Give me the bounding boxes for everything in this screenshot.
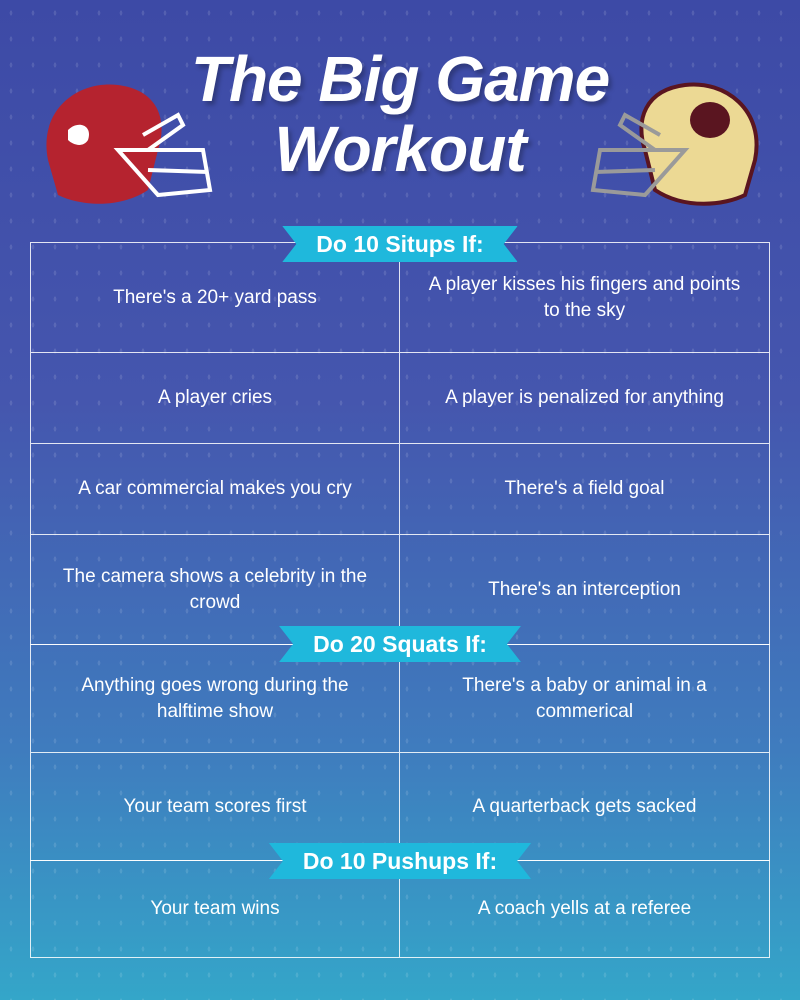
- situps-cell: A player is penalized for anything: [445, 387, 724, 408]
- situps-table: There's a 20+ yard pass A player kisses h…: [30, 242, 770, 645]
- pushups-cell: A coach yells at a referee: [477, 898, 692, 919]
- situps-cell: The camera shows a celebrity in the crow…: [31, 535, 400, 644]
- situps-cell: A player cries: [31, 353, 400, 443]
- situps-cell: There's a 20+ yard pass: [31, 243, 400, 352]
- situps-cell: There's a field goal: [504, 478, 665, 499]
- situps-cell: A car commercial makes you cry: [31, 444, 400, 534]
- red-helmet-icon: [46, 84, 213, 204]
- situps-banner: Do 10 Situps If:: [282, 226, 517, 262]
- situps-cell: A player kisses his fingers and points t…: [428, 273, 741, 321]
- yellow-helmet-icon: [590, 82, 759, 206]
- pushups-banner: Do 10 Pushups If:: [269, 843, 531, 879]
- pushups-cell: Your team wins: [31, 861, 400, 957]
- squats-cell: Anything goes wrong during the halftime …: [31, 645, 400, 752]
- situps-cell: There's an interception: [488, 578, 681, 600]
- squats-table: Anything goes wrong during the halftime …: [30, 644, 770, 861]
- title-line-1: The Big Game: [190, 43, 610, 115]
- squats-cell: Your team scores first: [31, 753, 400, 860]
- title-line-2: Workout: [274, 113, 526, 185]
- squats-cell: There's a baby or animal in a commerical: [462, 674, 707, 722]
- squats-banner: Do 20 Squats If:: [279, 626, 521, 662]
- squats-cell: A quarterback gets sacked: [472, 795, 697, 817]
